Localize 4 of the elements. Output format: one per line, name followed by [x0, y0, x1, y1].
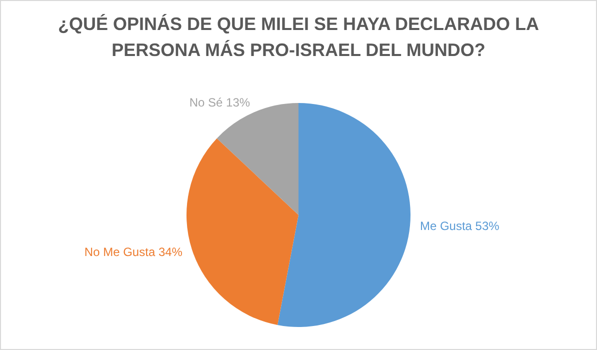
chart-title: ¿QUÉ OPINÁS DE QUE MILEI SE HAYA DECLARADO LA PERSONA MÁS PRO-ISRAEL DEL MUNDO?	[56, 13, 540, 62]
slice-label: No Me Gusta 34%	[84, 245, 183, 260]
slice-label: No Sé 13%	[189, 95, 250, 110]
slice-label: Me Gusta 53%	[420, 218, 500, 233]
